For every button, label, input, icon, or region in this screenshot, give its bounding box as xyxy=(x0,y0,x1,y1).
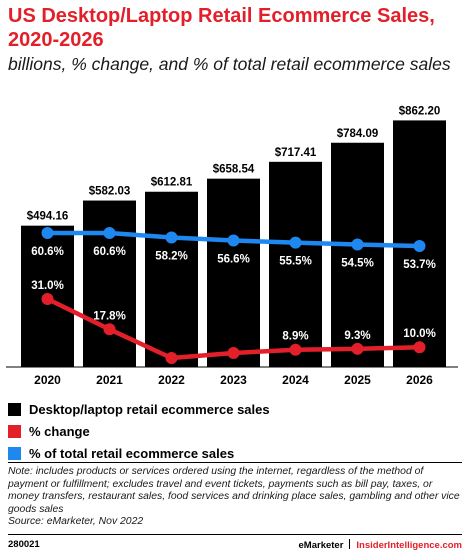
chart-subtitle: billions, % change, and % of total retai… xyxy=(8,54,451,74)
footnote: Note: includes products or services orde… xyxy=(8,466,464,529)
chart-title: US Desktop/Laptop Retail Ecommerce Sales… xyxy=(8,5,435,51)
pct-total-point-2023 xyxy=(227,234,240,247)
pct-change-point-2024 xyxy=(289,343,302,356)
x-tick-label-2025: 2025 xyxy=(344,373,371,387)
legend-swatch-pct-total xyxy=(8,446,21,460)
pct-total-point-2026 xyxy=(413,240,426,252)
pct-total-label-2020: 60.6% xyxy=(31,246,64,258)
bar-2022 xyxy=(145,191,198,367)
bar-value-label-2022: $612.81 xyxy=(151,177,193,189)
x-tick-label-2026: 2026 xyxy=(406,373,433,387)
pct-total-label-2021: 60.6% xyxy=(93,246,126,258)
legend-swatch-pct-change xyxy=(8,424,21,438)
pct-total-label-2022: 58.2% xyxy=(155,251,188,263)
chart-code: 280021 xyxy=(8,539,40,550)
footer-divider xyxy=(8,534,462,535)
bar-2025 xyxy=(331,142,384,367)
brand-emarketer: eMarketer xyxy=(298,540,344,551)
bar-value-label-2026: $862.20 xyxy=(399,105,441,117)
footer: 280021 eMarketer InsiderIntelligence.com xyxy=(8,537,462,553)
note-text: Note: includes products or services orde… xyxy=(8,466,460,515)
pct-total-label-2026: 53.7% xyxy=(403,259,436,271)
bar-value-label-2025: $784.09 xyxy=(337,128,379,140)
pct-change-point-2020 xyxy=(41,293,54,305)
x-tick-label-2022: 2022 xyxy=(158,373,185,387)
pct-total-label-2024: 55.5% xyxy=(279,256,312,268)
x-tick-label-2024: 2024 xyxy=(282,373,309,387)
x-tick-label-2020: 2020 xyxy=(34,373,61,387)
bar-2021 xyxy=(83,200,136,367)
bar-value-label-2021: $582.03 xyxy=(89,186,131,198)
pct-total-point-2024 xyxy=(289,236,302,249)
pct-total-point-2020 xyxy=(41,227,54,239)
pct-total-point-2025 xyxy=(351,238,364,251)
bar-2024 xyxy=(269,161,322,367)
legend-item-pct-change: % change xyxy=(8,420,270,442)
source-text: Source: eMarketer, Nov 2022 xyxy=(8,516,144,528)
legend-swatch-sales xyxy=(8,402,21,416)
bar-2023 xyxy=(207,178,260,367)
pct-total-label-2025: 54.5% xyxy=(341,257,374,269)
pct-change-point-2026 xyxy=(413,341,426,354)
pct-change-label-2026: 10.0% xyxy=(403,328,436,340)
pct-change-label-2023: 7.5% xyxy=(220,334,246,346)
legend-label-pct-total: % of total retail ecommerce sales xyxy=(29,445,235,461)
pct-change-label-2021: 17.8% xyxy=(93,310,126,322)
pct-total-label-2023: 56.6% xyxy=(217,254,250,266)
bar-value-label-2020: $494.16 xyxy=(27,211,69,223)
pct-change-label-2022: 5.3% xyxy=(158,339,184,351)
pct-change-label-2024: 8.9% xyxy=(282,331,308,343)
legend-item-pct-total: % of total retail ecommerce sales xyxy=(8,442,270,464)
x-tick-label-2021: 2021 xyxy=(96,373,123,387)
pct-change-point-2023 xyxy=(227,346,240,359)
legend-label-pct-change: % change xyxy=(29,423,90,439)
chart-plot: 2020 2021 2022 2023 2024 2025 2026 $494.16 $582… xyxy=(6,105,458,387)
legend-label-sales: Desktop/laptop retail ecommerce sales xyxy=(29,401,270,417)
brand-separator xyxy=(349,539,351,549)
legend: Desktop/laptop retail ecommerce sales % … xyxy=(8,398,270,464)
pct-change-point-2022 xyxy=(165,352,178,364)
pct-change-point-2025 xyxy=(351,342,364,355)
brand: eMarketer InsiderIntelligence.com xyxy=(299,539,462,551)
pct-total-point-2022 xyxy=(165,231,178,244)
pct-change-point-2021 xyxy=(103,323,116,336)
legend-item-sales: Desktop/laptop retail ecommerce sales xyxy=(8,398,270,420)
pct-total-point-2021 xyxy=(103,227,116,239)
note-divider xyxy=(8,462,462,463)
pct-change-label-2025: 9.3% xyxy=(344,330,370,342)
bar-value-label-2023: $658.54 xyxy=(213,164,255,176)
brand-insider-intelligence: InsiderIntelligence.com xyxy=(356,540,462,551)
pct-change-label-2020: 31.0% xyxy=(31,280,64,292)
bar-value-label-2024: $717.41 xyxy=(275,147,317,159)
x-tick-label-2023: 2023 xyxy=(220,373,247,387)
